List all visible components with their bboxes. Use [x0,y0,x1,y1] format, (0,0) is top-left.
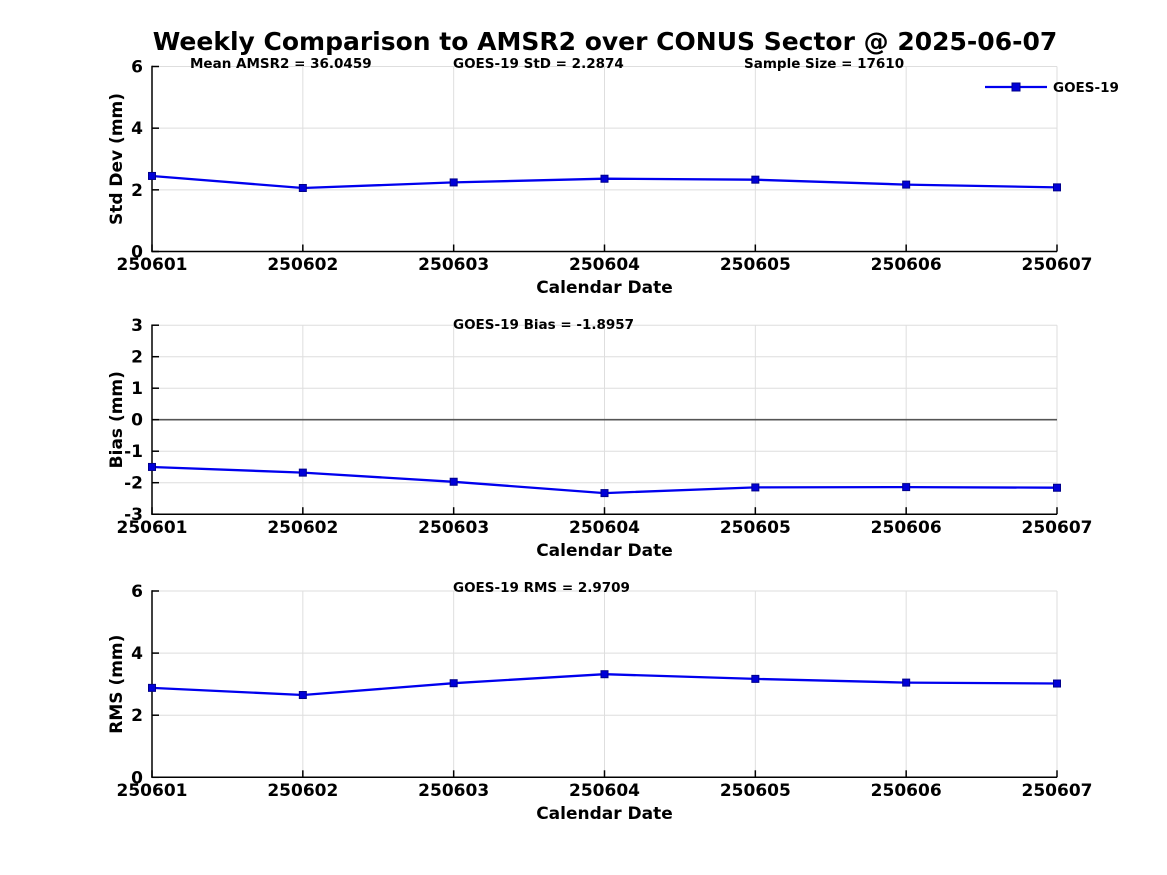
svg-text:1: 1 [131,379,143,399]
svg-text:0: 0 [131,768,143,788]
svg-text:250603: 250603 [418,518,489,538]
x-axis-label: Calendar Date [536,278,673,298]
data-point-marker [1053,183,1061,192]
y-axis-label: Bias (mm) [107,371,127,468]
svg-text:250606: 250606 [871,518,942,538]
svg-text:250604: 250604 [569,781,640,801]
data-point-marker [449,477,458,486]
data-point-marker [449,679,458,688]
svg-text:250606: 250606 [871,255,942,275]
svg-text:250605: 250605 [720,255,791,275]
annotations: GOES-19 RMS = 2.9709 [453,580,630,596]
series-goes-19 [148,670,1061,700]
svg-text:Mean AMSR2 = 36.0459: Mean AMSR2 = 36.0459 [190,56,372,72]
svg-text:250602: 250602 [267,781,338,801]
tick-labels: 250601 250602 250603 250604 250605 250606 2506… [117,582,1093,801]
subplot-stddev: 250601 250602 250603 250604 250605 250606 2506… [107,56,1119,298]
data-point-marker [298,183,307,192]
tick-labels: 250601 250602 250603 250604 250605 250606 2506… [117,316,1093,538]
svg-text:250607: 250607 [1022,518,1093,538]
svg-text:250603: 250603 [418,255,489,275]
tick-marks [151,324,1058,515]
svg-text:GOES-19 StD = 2.2874: GOES-19 StD = 2.2874 [453,56,624,72]
svg-text:250604: 250604 [569,518,640,538]
subplot-rms: 250601 250602 250603 250604 250605 250606 2506… [107,580,1092,824]
svg-text:250604: 250604 [569,255,640,275]
data-point-marker [449,178,458,187]
svg-text:GOES-19 Bias = -1.8957: GOES-19 Bias = -1.8957 [453,317,634,333]
data-point-marker [298,691,307,700]
svg-text:250603: 250603 [418,781,489,801]
data-point-marker [1053,679,1061,688]
svg-text:2: 2 [131,706,143,726]
annotations: Mean AMSR2 = 36.0459 GOES-19 StD = 2.2874… [190,56,904,72]
data-point-marker [751,483,760,492]
svg-text:2: 2 [131,181,143,201]
svg-text:-2: -2 [124,474,143,494]
y-axis-label: RMS (mm) [107,635,127,734]
x-axis-label: Calendar Date [536,804,673,824]
data-point-marker [148,462,156,471]
gridlines [151,66,1058,252]
data-point-marker [902,180,911,189]
annotations: GOES-19 Bias = -1.8957 [453,317,634,333]
data-point-marker [751,175,760,184]
tick-marks [151,65,1058,253]
svg-text:4: 4 [131,644,143,664]
svg-text:250607: 250607 [1022,255,1093,275]
data-point-marker [148,171,156,180]
legend-marker-sample [1011,82,1021,92]
data-point-marker [600,489,609,498]
svg-text:Sample Size = 17610: Sample Size = 17610 [744,56,904,72]
data-point-marker [600,174,609,183]
tick-marks [151,590,1058,779]
data-point-marker [902,678,911,687]
svg-text:250605: 250605 [720,518,791,538]
svg-text:3: 3 [131,316,143,336]
svg-text:250605: 250605 [720,781,791,801]
svg-text:250606: 250606 [871,781,942,801]
figure-title: Weekly Comparison to AMSR2 over CONUS Se… [152,27,1058,56]
data-point-marker [1053,483,1061,492]
svg-text:-1: -1 [124,442,143,462]
series-goes-19 [148,462,1061,498]
subplot-bias: 250601 250602 250603 250604 250605 250606 2506… [107,316,1092,561]
svg-text:2: 2 [131,348,143,368]
series-goes-19 [148,171,1061,192]
tick-labels: 250601 250602 250603 250604 250605 250606 2506… [117,58,1093,276]
data-point-marker [148,683,156,692]
data-point-marker [902,483,911,492]
svg-text:6: 6 [131,58,143,78]
legend-label: GOES-19 [1053,80,1119,96]
svg-text:250601: 250601 [117,255,188,275]
svg-text:GOES-19 RMS = 2.9709: GOES-19 RMS = 2.9709 [453,580,630,596]
svg-text:250601: 250601 [117,518,188,538]
svg-text:4: 4 [131,119,143,139]
data-point-marker [751,674,760,683]
svg-text:0: 0 [131,243,143,263]
gridlines [151,590,1058,778]
x-axis-label: Calendar Date [536,541,673,561]
data-point-marker [600,670,609,679]
svg-text:-3: -3 [124,505,143,525]
svg-text:250602: 250602 [267,255,338,275]
svg-text:6: 6 [131,582,143,602]
svg-text:250602: 250602 [267,518,338,538]
data-point-marker [298,468,307,477]
svg-text:250607: 250607 [1022,781,1093,801]
svg-text:0: 0 [131,411,143,431]
legend: GOES-19 [985,80,1119,96]
svg-text:250601: 250601 [117,781,188,801]
y-axis-label: Std Dev (mm) [107,93,127,225]
